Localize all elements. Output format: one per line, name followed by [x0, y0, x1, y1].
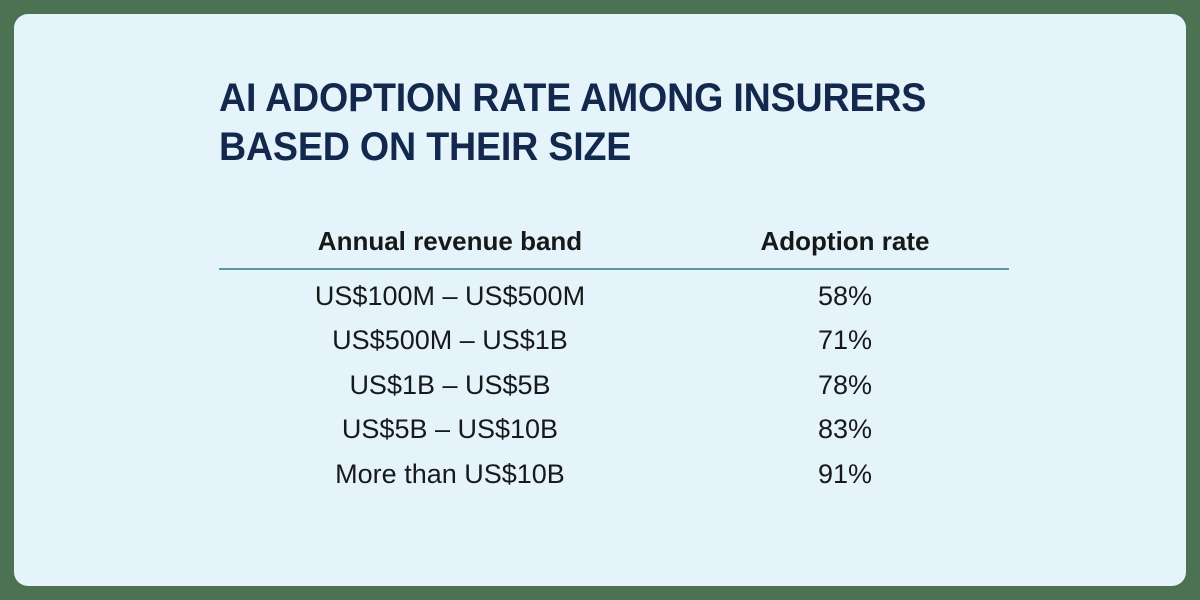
cell-adoption-rate: 91%	[817, 458, 873, 489]
table-header-row: Annual revenue band Adoption rate	[219, 226, 1009, 270]
page-title-line-1: AI ADOPTION RATE AMONG INSURERS	[219, 76, 927, 120]
table-row: US$100M – US$500M 58%	[219, 269, 1009, 319]
table-row: US$500M – US$1B 71%	[219, 319, 1009, 364]
cell-adoption-rate: 71%	[817, 325, 873, 356]
table-row: More than US$10B 91%	[219, 452, 1009, 497]
table-row: US$1B – US$5B 78%	[219, 363, 1009, 408]
column-header-adoption-rate: Adoption rate	[681, 226, 1009, 270]
cell-adoption-rate: 83%	[817, 414, 873, 445]
cell-revenue-band: US$5B – US$10B	[341, 414, 559, 445]
cell-revenue-band: US$500M – US$1B	[332, 325, 568, 356]
adoption-rate-table: Annual revenue band Adoption rate US$100…	[219, 226, 1009, 497]
cell-revenue-band: US$100M – US$500M	[314, 280, 586, 311]
cell-adoption-rate: 58%	[817, 280, 873, 311]
cell-revenue-band: More than US$10B	[335, 458, 565, 489]
adoption-rate-table-container: Annual revenue band Adoption rate US$100…	[219, 226, 1009, 497]
page-title: AI ADOPTION RATE AMONG INSURERS BASED ON…	[219, 74, 1065, 172]
cell-revenue-band: US$1B – US$5B	[349, 369, 551, 400]
cell-adoption-rate: 78%	[817, 369, 873, 400]
column-header-annual-revenue-band: Annual revenue band	[219, 226, 681, 270]
table-body: US$100M – US$500M 58% US$500M – US$1B 71…	[219, 269, 1009, 497]
table-row: US$5B – US$10B 83%	[219, 408, 1009, 453]
table-header: Annual revenue band Adoption rate	[219, 226, 1009, 270]
infographic-card: AI ADOPTION RATE AMONG INSURERS BASED ON…	[14, 14, 1186, 586]
page-title-line-2: BASED ON THEIR SIZE	[219, 125, 632, 169]
